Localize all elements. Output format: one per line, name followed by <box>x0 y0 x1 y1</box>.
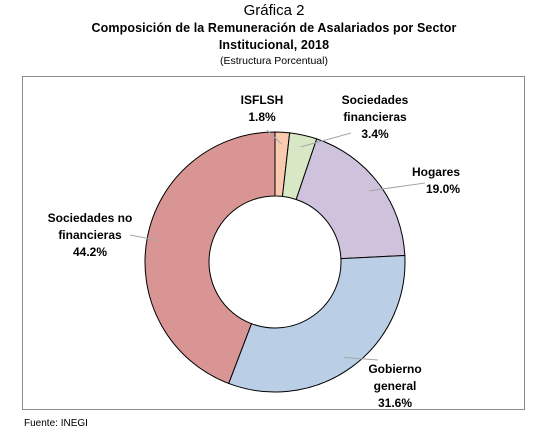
slices-group <box>144 131 406 393</box>
chart-frame <box>22 76 525 410</box>
data-label-sociedades-financieras: Sociedades financieras 3.4% <box>342 93 409 141</box>
source-note: Fuente: INEGI <box>24 418 88 429</box>
data-label-isflsh: ISFLSH 1.8% <box>241 93 284 124</box>
leader-line-sociedades-no-financieras <box>129 234 160 242</box>
data-label-hogares: Hogares 19.0% <box>412 165 460 196</box>
chart-subtitle: (Estructura Porcentual) <box>220 55 328 67</box>
leader-line-hogares <box>369 182 426 192</box>
leader-line-sociedades-financieras <box>300 132 352 148</box>
leader-line-isflsh <box>266 129 283 145</box>
leader-lines-group <box>129 129 426 361</box>
leader-line-gobierno-general <box>344 356 379 361</box>
chart-title-line-1: Composición de la Remuneración de Asalar… <box>91 21 457 35</box>
slice-sociedades-no-financieras <box>144 131 276 385</box>
data-label-gobierno-general: Gobierno general 31.6% <box>368 362 421 410</box>
labels-group: ISFLSH 1.8% Sociedades financieras 3.4%Hogar… <box>48 93 461 410</box>
chart-title-line-2: Institucional, 2018 <box>218 38 330 52</box>
slice-gobierno-general <box>228 254 406 393</box>
data-label-sociedades-no-financieras: Sociedades no financieras 44.2% <box>48 211 133 259</box>
slice-hogares <box>295 138 406 260</box>
figure-label: Gráfica 2 <box>243 2 305 19</box>
